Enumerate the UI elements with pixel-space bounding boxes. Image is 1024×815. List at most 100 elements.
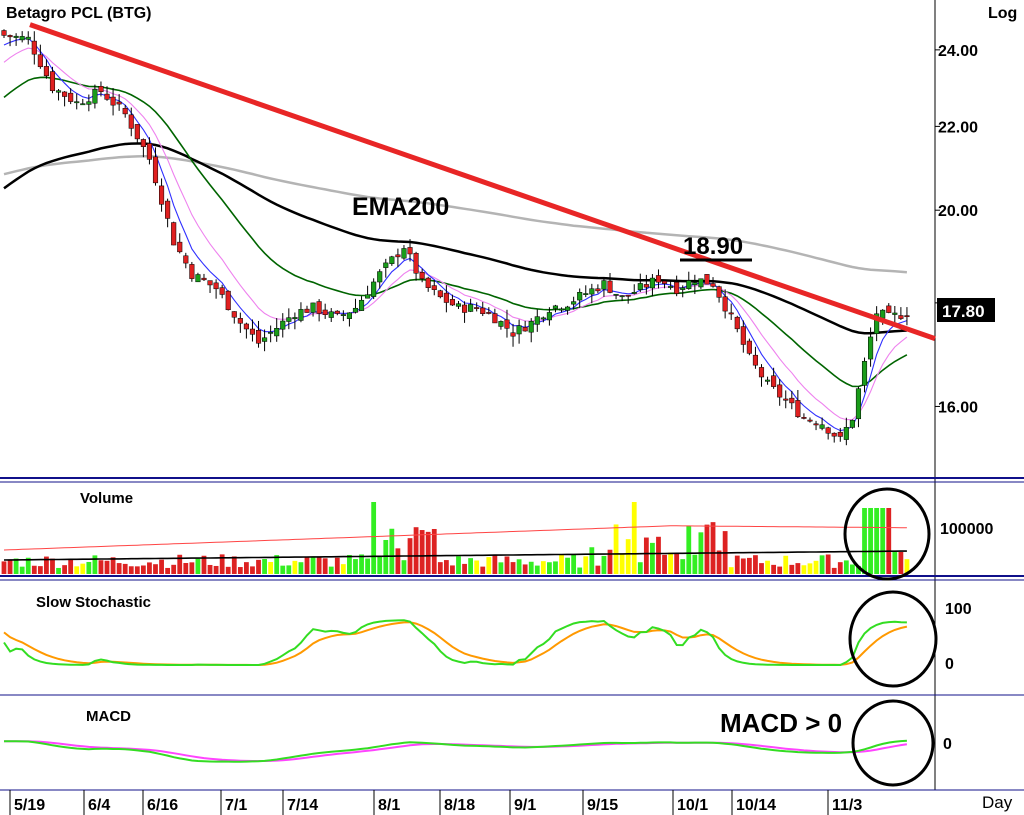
volume-bar <box>389 528 395 574</box>
volume-bar <box>474 560 480 574</box>
volume-bar <box>540 561 546 574</box>
volume-bar <box>874 508 880 574</box>
volume-bar <box>571 554 577 574</box>
candle-body <box>668 286 674 288</box>
candle-body <box>480 307 486 315</box>
candle-body <box>880 309 886 319</box>
candle-body <box>146 143 152 160</box>
volume-bar <box>171 564 177 574</box>
candle-body <box>316 301 322 314</box>
volume-bar <box>692 554 698 574</box>
candle-body <box>219 287 225 295</box>
candle-body <box>128 114 134 129</box>
candle-body <box>843 427 849 440</box>
candle-body <box>110 96 116 106</box>
candle-body <box>371 281 377 297</box>
candle-body <box>262 337 268 342</box>
stochastic-k-line <box>3 619 907 666</box>
volume-bar <box>662 554 667 574</box>
volume-bar <box>850 564 855 574</box>
date-tick-label: 7/14 <box>287 797 318 814</box>
candle-body <box>437 290 443 298</box>
volume-bar <box>74 566 80 574</box>
candle-body <box>383 262 389 268</box>
candle-body <box>425 277 431 288</box>
volume-bar <box>504 556 510 574</box>
volume-bar <box>680 559 686 574</box>
candle-body <box>92 88 98 104</box>
last-price-tag: 17.80 <box>937 298 995 322</box>
candle-body <box>528 320 534 333</box>
candle-body <box>534 316 540 325</box>
volume-bar <box>807 563 813 574</box>
volume-bar <box>237 567 243 574</box>
volume-bar <box>19 566 25 574</box>
candle-body <box>886 305 892 313</box>
candle-body <box>304 308 310 313</box>
volume-bar <box>413 527 419 574</box>
price-tick-label: 24.00 <box>938 43 978 60</box>
volume-bar <box>268 561 274 574</box>
volume-bar <box>50 558 55 574</box>
candle-body <box>813 423 819 426</box>
candle-body <box>98 85 104 93</box>
volume-bar <box>607 549 613 574</box>
candle-body <box>68 92 74 102</box>
candle-body <box>358 299 365 311</box>
candle-body <box>837 431 843 437</box>
candle-body <box>504 319 510 329</box>
candle-body <box>855 388 862 420</box>
candle-body <box>571 301 577 305</box>
candle-body <box>19 36 25 41</box>
volume-bar <box>856 565 861 574</box>
volume-bar <box>286 565 292 574</box>
volume-bar <box>13 558 19 574</box>
resistance-trendline <box>29 22 936 341</box>
volume-bar <box>746 557 752 574</box>
ema-line-ema5 <box>3 37 908 432</box>
volume-bar <box>789 564 795 574</box>
volume-averages <box>3 525 907 561</box>
ema200-label: EMA200 <box>352 193 449 221</box>
volume-bar <box>7 560 13 574</box>
candle-body <box>546 312 552 321</box>
candle-body <box>274 328 280 337</box>
candle-body <box>589 288 595 295</box>
macd-highlight-circle <box>851 699 935 787</box>
volume-bar <box>213 565 219 574</box>
volume-bar <box>456 556 461 574</box>
candle-body <box>698 278 704 288</box>
candle-body <box>431 285 437 290</box>
stochastic-highlight-circle <box>848 590 938 688</box>
volume-bar <box>401 560 407 574</box>
macd-panel: MACD 0 MACD > 0 <box>3 699 952 787</box>
candle-body <box>346 312 352 319</box>
chart-title: Betagro PCL (BTG) <box>6 5 151 22</box>
candle-body <box>195 274 201 283</box>
volume-bar <box>189 562 195 574</box>
volume-bar <box>795 563 801 574</box>
volume-bar <box>886 508 892 574</box>
candle-body <box>286 317 292 322</box>
date-tick-label: 10/1 <box>677 797 708 814</box>
volume-bar <box>771 564 777 574</box>
volume-bar <box>340 564 346 574</box>
volume-bar <box>547 562 552 574</box>
candle-body <box>752 354 758 366</box>
candle-body <box>825 427 831 434</box>
candle-body <box>328 311 334 318</box>
price-tick-label: 20.00 <box>938 203 978 220</box>
volume-bar <box>862 508 867 574</box>
candle-body <box>474 307 480 309</box>
candle-body <box>116 101 122 105</box>
volume-bar <box>183 563 189 574</box>
volume-bar <box>353 559 358 574</box>
volume-bar <box>480 566 486 574</box>
volume-bar <box>25 557 31 574</box>
candle-body <box>134 124 140 140</box>
volume-bar <box>371 502 377 574</box>
panel-frames <box>0 0 1024 791</box>
volume-bar <box>292 560 298 574</box>
candle-body <box>43 66 49 77</box>
